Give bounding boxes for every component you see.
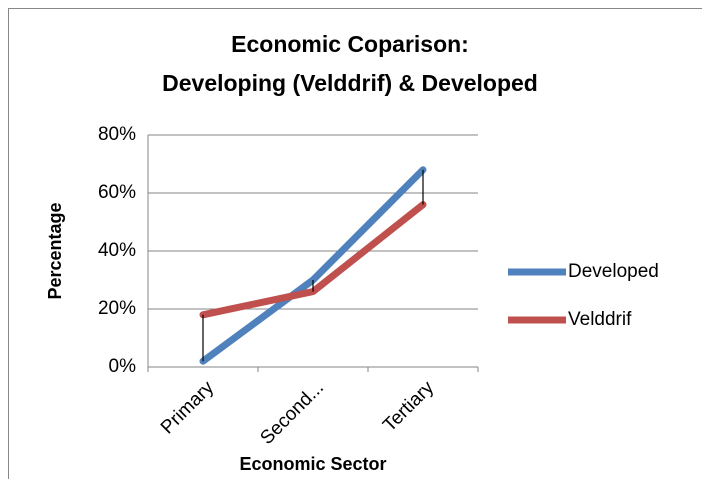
chart-frame	[8, 8, 702, 479]
legend-label: Velddrif	[568, 309, 632, 330]
y-tick-label: 60%	[98, 182, 136, 203]
chart-title: Developing (Velddrif) & Developed	[162, 70, 538, 96]
y-tick-label: 20%	[98, 298, 136, 319]
chart-title: Economic Coparison:	[231, 31, 469, 57]
legend-label: Developed	[568, 261, 659, 282]
y-axis-title: Percentage	[45, 202, 65, 299]
y-tick-label: 0%	[109, 356, 137, 377]
y-tick-label: 40%	[98, 240, 136, 261]
x-axis-title: Economic Sector	[239, 454, 386, 474]
y-tick-label: 80%	[98, 124, 136, 145]
